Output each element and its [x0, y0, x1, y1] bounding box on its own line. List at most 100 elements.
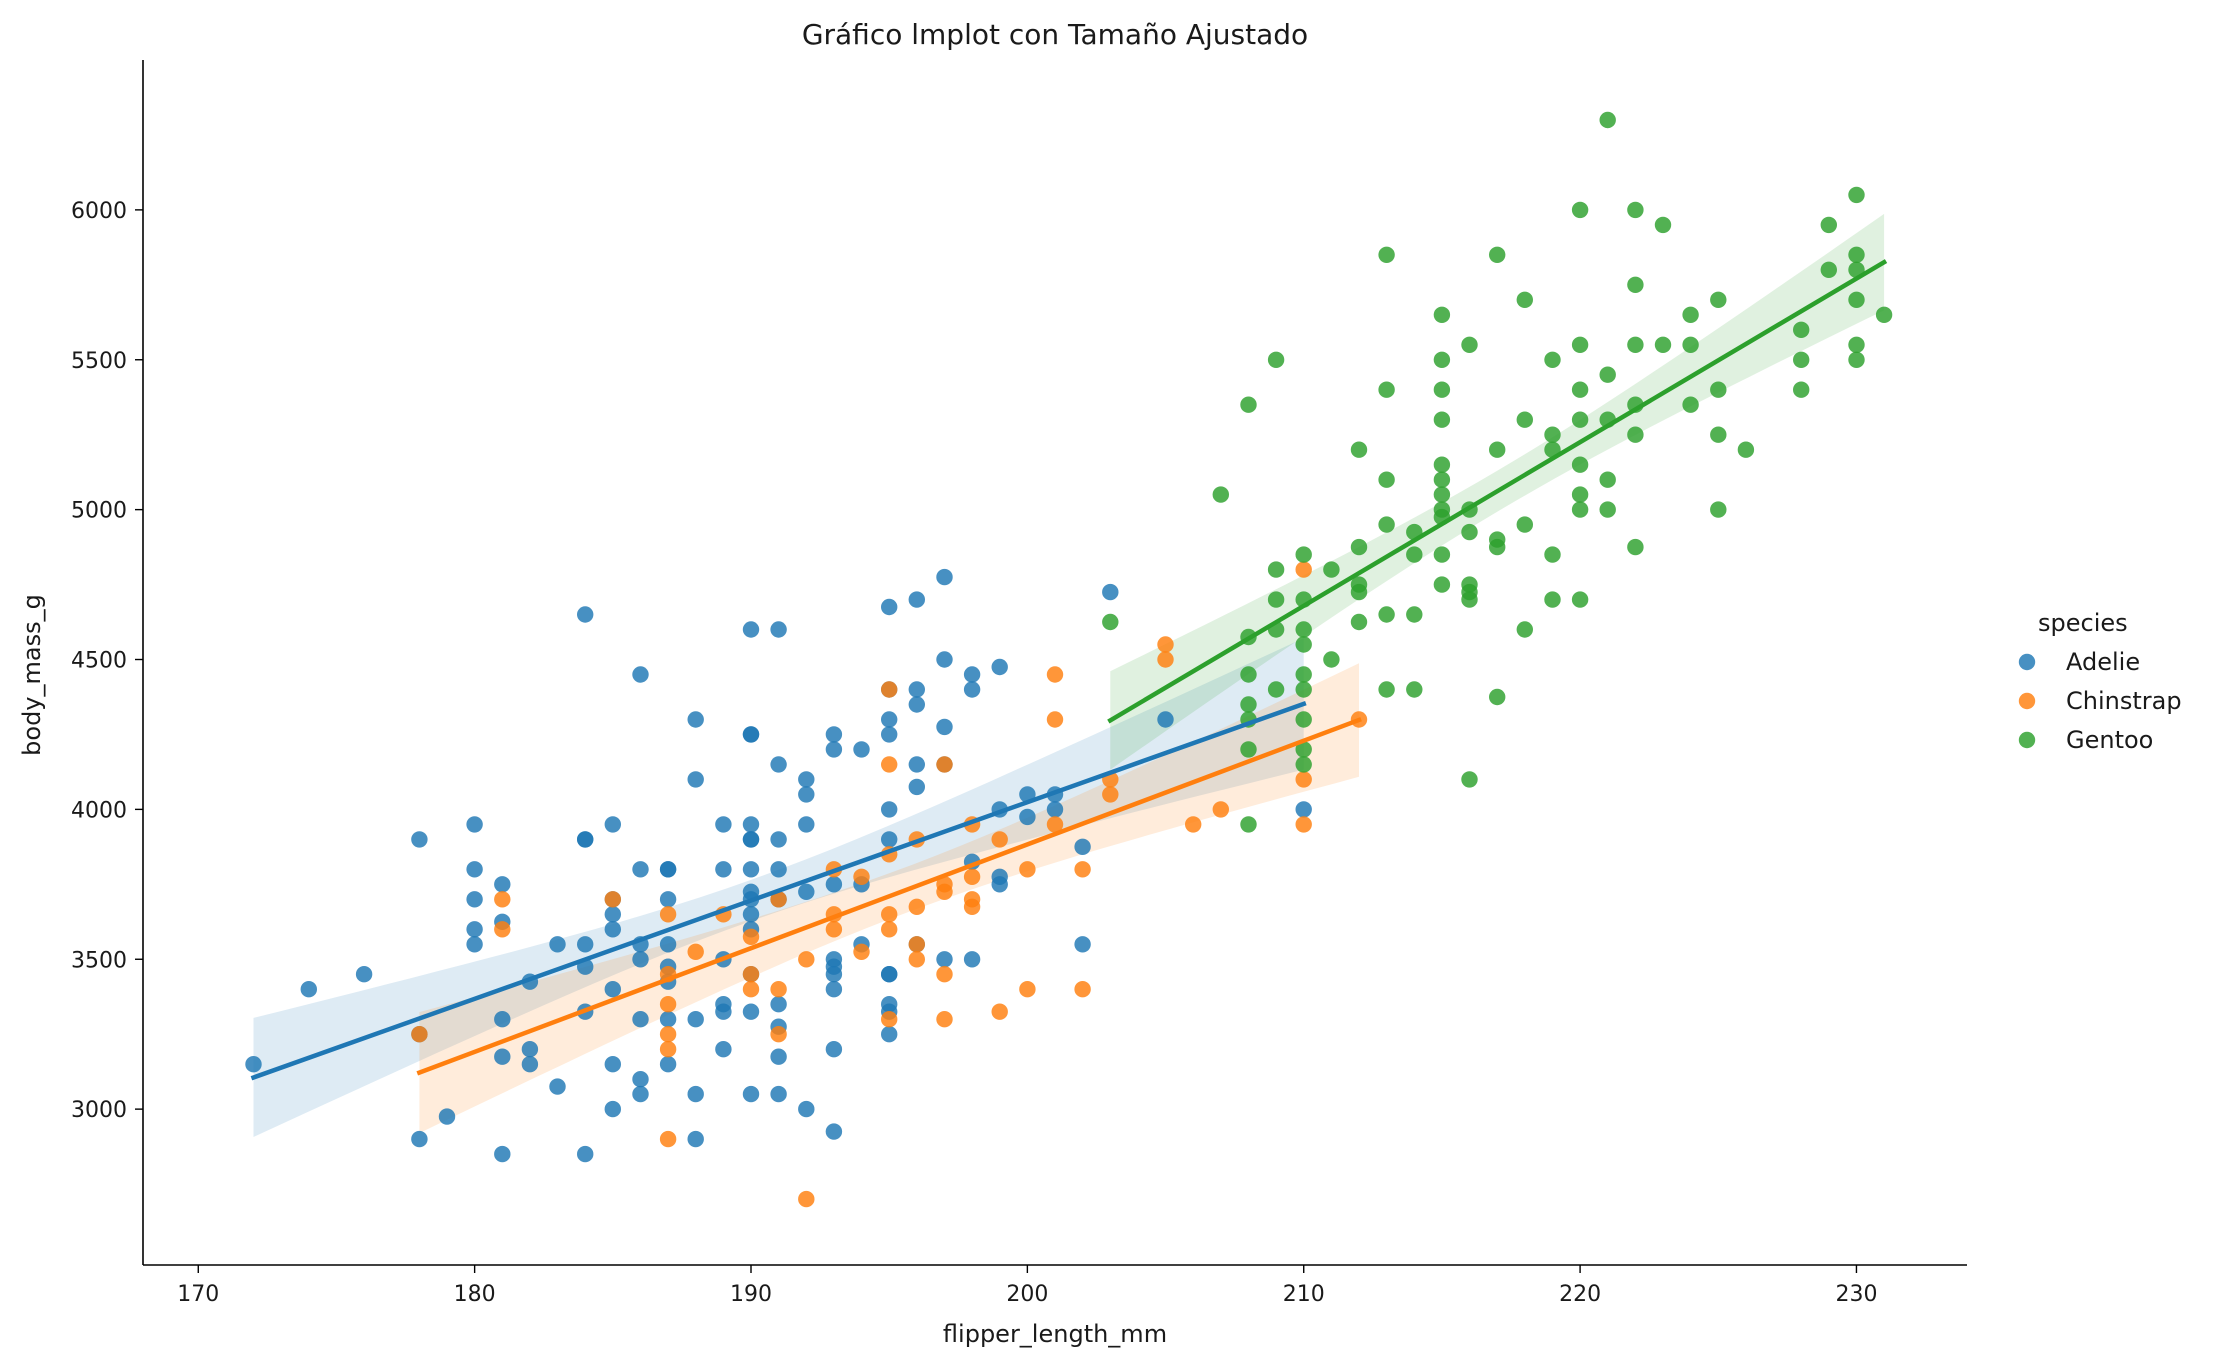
gentoo-point: [1654, 336, 1672, 353]
gentoo-point: [1295, 636, 1312, 653]
gentoo-point: [1793, 321, 1810, 338]
adelie-point: [1157, 711, 1174, 728]
chinstrap-point: [659, 1041, 677, 1058]
adelie-point: [632, 666, 649, 683]
gentoo-point: [1627, 426, 1644, 443]
gentoo-point: [1489, 246, 1506, 263]
adelie-legend-label: Adelie: [2066, 648, 2140, 676]
adelie-point: [687, 1085, 704, 1103]
chinstrap-point: [1157, 651, 1174, 668]
adelie-point: [604, 981, 621, 998]
chart-title: Gráfico lmplot con Tamaño Ajustado: [802, 18, 1308, 51]
adelie-point: [742, 621, 760, 638]
adelie-point: [577, 936, 594, 953]
adelie-point: [1046, 801, 1064, 818]
gentoo-point: [1516, 291, 1534, 308]
chinstrap-legend-marker: [2018, 692, 2036, 710]
adelie-point: [908, 778, 925, 796]
gentoo-point: [1544, 591, 1561, 608]
gentoo-point: [1378, 516, 1395, 533]
gentoo-point: [1433, 411, 1451, 428]
gentoo-point: [1848, 246, 1865, 263]
gentoo-point: [1267, 561, 1285, 578]
chinstrap-point: [936, 1011, 953, 1028]
chinstrap-point: [659, 906, 677, 923]
y-tick-label: 5500: [71, 349, 127, 374]
gentoo-point: [1240, 696, 1257, 713]
gentoo-point: [1571, 591, 1589, 608]
adelie-point: [770, 861, 787, 878]
gentoo-point: [1378, 681, 1395, 698]
adelie-point: [908, 681, 925, 698]
adelie-point: [411, 1130, 428, 1148]
chinstrap-point: [1157, 636, 1174, 653]
chinstrap-point: [604, 891, 621, 908]
adelie-point: [908, 591, 925, 608]
gentoo-point: [1710, 381, 1727, 398]
adelie-point: [659, 936, 677, 953]
chinstrap-point: [742, 928, 760, 945]
gentoo-point: [1848, 186, 1865, 204]
adelie-point: [936, 951, 953, 968]
gentoo-point: [1240, 741, 1257, 758]
adelie-point: [825, 1123, 843, 1140]
gentoo-point: [1571, 336, 1589, 353]
adelie-point: [936, 651, 953, 668]
x-axis-label: flipper_length_mm: [943, 1320, 1167, 1348]
x-tick-label: 220: [1559, 1282, 1601, 1307]
y-tick-label: 3500: [71, 948, 127, 973]
gentoo-point: [1267, 591, 1285, 608]
chinstrap-legend-label: Chinstrap: [2066, 687, 2182, 715]
adelie-point: [1102, 583, 1119, 601]
gentoo-point: [1571, 486, 1589, 503]
adelie-point: [632, 951, 649, 968]
chinstrap-point: [908, 936, 925, 953]
chinstrap-point: [798, 1190, 815, 1208]
gentoo-point: [1323, 561, 1340, 578]
gentoo-point: [1240, 396, 1257, 413]
regression-lines: [250, 259, 1888, 1081]
gentoo-point: [1599, 111, 1616, 129]
gentoo-point: [1571, 201, 1589, 219]
adelie-point: [1019, 808, 1036, 826]
adelie-point: [991, 876, 1008, 893]
chinstrap-point: [494, 921, 511, 938]
adelie-point: [963, 666, 981, 683]
adelie-point: [770, 621, 787, 638]
gentoo-point: [1599, 366, 1616, 383]
gentoo-point: [1295, 666, 1312, 683]
adelie-point: [632, 1071, 649, 1088]
adelie-point: [715, 1003, 732, 1020]
adelie-point: [604, 906, 621, 923]
adelie-point: [825, 741, 843, 758]
adelie-regression-line: [250, 700, 1307, 1081]
adelie-point: [825, 726, 843, 743]
adelie-point: [770, 756, 787, 773]
gentoo-point: [1240, 816, 1257, 833]
chinstrap-point: [963, 868, 981, 885]
chinstrap-point: [853, 868, 870, 885]
chinstrap-point: [742, 966, 760, 983]
confidence-bands: [253, 213, 1885, 1137]
adelie-point: [853, 741, 870, 758]
adelie-point: [494, 1145, 511, 1163]
chinstrap-point: [770, 1026, 787, 1043]
y-tick-label: 5000: [71, 499, 127, 524]
gentoo-point: [1295, 756, 1312, 773]
adelie-point: [659, 891, 677, 908]
y-tick-label: 6000: [71, 199, 127, 224]
y-tick-label: 3000: [71, 1098, 127, 1123]
gentoo-point: [1378, 381, 1395, 398]
gentoo-point: [1737, 441, 1755, 458]
gentoo-point: [1516, 411, 1534, 428]
chinstrap-point: [936, 756, 953, 773]
adelie-point: [908, 696, 925, 713]
chinstrap-point: [770, 981, 787, 998]
gentoo-point: [1295, 621, 1312, 638]
gentoo-point: [1433, 486, 1451, 503]
chinstrap-point: [659, 996, 677, 1013]
adelie-point: [632, 1085, 649, 1103]
adelie-point: [742, 816, 760, 833]
